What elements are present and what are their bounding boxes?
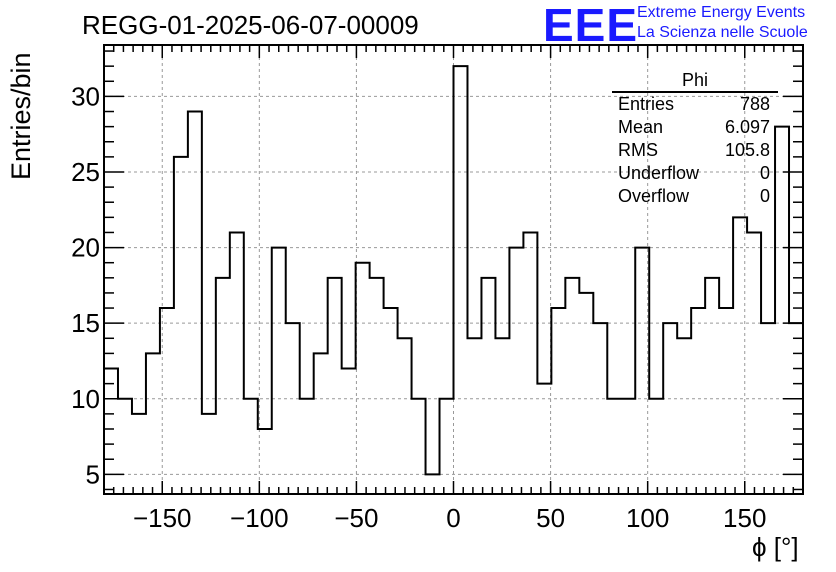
stats-label: Underflow (618, 163, 700, 183)
stats-row-mean: Mean 6.097 (612, 116, 778, 139)
stats-row-rms: RMS 105.8 (612, 139, 778, 162)
stats-label: Entries (618, 94, 675, 114)
histogram-bin (509, 248, 523, 494)
x-tick-label: 50 (536, 503, 565, 533)
logo-subtitle-line2: La Scienza nelle Scuole (637, 24, 808, 41)
y-axis-label: Entries/bin (6, 52, 36, 180)
y-tick-label: 15 (71, 308, 100, 338)
histogram-bin (104, 369, 118, 494)
histogram-bin (188, 112, 202, 494)
stats-value: 788 (739, 94, 770, 114)
histogram-bin (523, 232, 537, 494)
histogram-bin (244, 399, 258, 494)
histogram-bin (565, 278, 579, 494)
x-tick-label: 100 (626, 503, 669, 533)
histogram-bin (384, 308, 398, 494)
histogram-bin (398, 338, 412, 494)
stats-label: Mean (618, 117, 664, 137)
histogram-bin (202, 414, 216, 494)
histogram-bin (495, 338, 509, 494)
axis-ticks (104, 45, 803, 494)
histogram-bin (705, 278, 719, 494)
stats-title: Phi (612, 70, 778, 93)
histogram-bin (663, 323, 677, 494)
histogram-bin (621, 399, 635, 494)
histogram-bin (342, 369, 356, 494)
stats-row-underflow: Underflow 0 (612, 162, 778, 185)
y-tick-label: 5 (86, 459, 100, 489)
x-tick-label: −100 (230, 503, 289, 533)
x-tick-label: −50 (334, 503, 378, 533)
y-tick-label: 25 (71, 157, 100, 187)
stats-value: 6.097 (724, 117, 770, 137)
histogram-bin (328, 278, 342, 494)
stats-value: 105.8 (724, 140, 770, 160)
x-tick-labels: −150 −100 −50 0 50 100 150 (133, 503, 766, 533)
histogram-bin (132, 414, 146, 494)
stats-label: Overflow (618, 186, 690, 206)
stats-row-entries: Entries 788 (612, 93, 778, 116)
chart-title: REGG-01-2025-06-07-00009 (82, 10, 419, 40)
histogram-bin (118, 399, 132, 494)
histogram-bin (593, 323, 607, 494)
histogram-bin (719, 308, 733, 494)
histogram-bin (370, 278, 384, 494)
histogram-bin (761, 323, 775, 494)
histogram-bin (286, 323, 300, 494)
histogram-bin (649, 399, 663, 494)
histogram-bin (635, 248, 649, 494)
y-tick-label: 20 (71, 233, 100, 263)
histogram-bin (440, 399, 454, 494)
histogram-bin (677, 338, 691, 494)
histogram-bin (314, 353, 328, 494)
histogram-bin (551, 308, 565, 494)
x-tick-label: 0 (446, 503, 460, 533)
x-axis-label: ϕ [°] (752, 532, 799, 562)
histogram-bin (789, 323, 803, 494)
histogram-bin (733, 217, 747, 494)
histogram-bin (300, 399, 314, 494)
histogram-bin (481, 278, 495, 494)
histogram-bin (747, 232, 761, 494)
y-tick-labels: 5 10 15 20 25 30 (71, 81, 100, 489)
histogram-bin (537, 384, 551, 494)
stats-box: Phi Entries 788 Mean 6.097 RMS 105.8 Und… (612, 70, 778, 208)
y-tick-label: 30 (71, 81, 100, 111)
histogram-bin (691, 308, 705, 494)
y-tick-label: 10 (71, 384, 100, 414)
histogram-bin (426, 474, 440, 494)
histogram-bin (272, 248, 286, 494)
histogram-outline (104, 65, 803, 476)
histogram-bin (356, 263, 370, 494)
histogram-bin (454, 66, 468, 494)
stats-value: 0 (759, 186, 770, 206)
histogram-bin (412, 399, 426, 494)
histogram-bin (230, 232, 244, 494)
histogram-bin (174, 157, 188, 494)
stats-row-overflow: Overflow 0 (612, 185, 778, 208)
histogram-bin (607, 399, 621, 494)
histogram-bin (467, 338, 481, 494)
stats-value: 0 (759, 163, 770, 183)
stats-label: RMS (618, 140, 658, 160)
logo-subtitle-line1: Extreme Energy Events (637, 4, 806, 21)
histogram-bin (146, 353, 160, 494)
x-tick-label: −150 (133, 503, 192, 533)
x-tick-label: 150 (723, 503, 766, 533)
eee-logo: EEE (543, 0, 639, 51)
histogram-bin (216, 278, 230, 494)
